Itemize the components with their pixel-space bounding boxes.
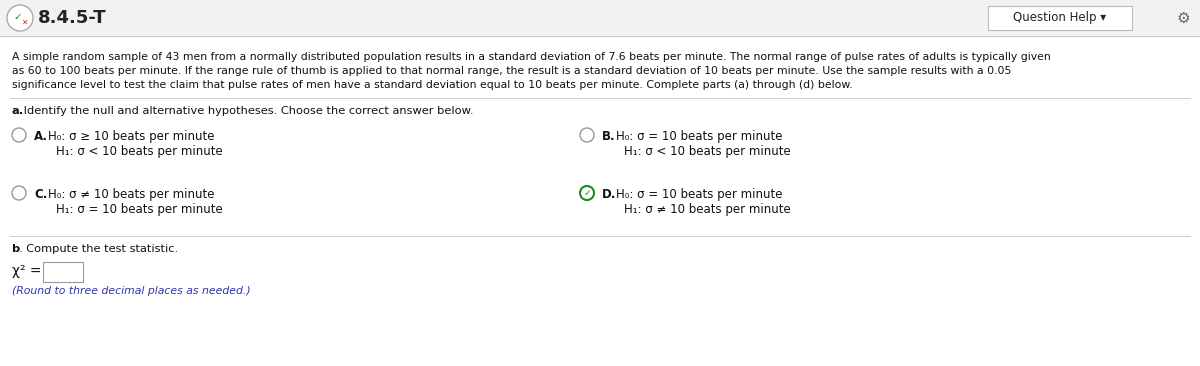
FancyBboxPatch shape [43,262,83,282]
Circle shape [7,5,34,31]
Text: ⚙: ⚙ [1176,11,1190,26]
Text: ✓: ✓ [13,12,23,22]
Text: H₀: σ = 10 beats per minute: H₀: σ = 10 beats per minute [616,130,782,143]
Text: ✕: ✕ [20,18,28,26]
Bar [0,0,1200,36]
Text: A simple random sample of 43 men from a normally distributed population results : A simple random sample of 43 men from a … [12,52,1051,62]
Text: 8.4.5-T: 8.4.5-T [38,9,107,27]
Text: a.: a. [12,106,24,116]
Text: Identify the null and alternative hypotheses. Choose the correct answer below.: Identify the null and alternative hypoth… [20,106,474,116]
Circle shape [12,186,26,200]
Circle shape [580,186,594,200]
Text: H₁: σ ≠ 10 beats per minute: H₁: σ ≠ 10 beats per minute [624,203,791,216]
Circle shape [580,186,594,200]
Text: Question Help ▾: Question Help ▾ [1014,11,1106,25]
Text: A.: A. [34,130,48,142]
Circle shape [12,128,26,142]
Circle shape [580,128,594,142]
Text: (Round to three decimal places as needed.): (Round to three decimal places as needed… [12,286,251,296]
Text: H₁: σ = 10 beats per minute: H₁: σ = 10 beats per minute [56,203,223,216]
Text: H₁: σ < 10 beats per minute: H₁: σ < 10 beats per minute [56,145,223,158]
Text: C.: C. [34,187,47,201]
Text: χ² =: χ² = [12,264,42,278]
Text: H₀: σ = 10 beats per minute: H₀: σ = 10 beats per minute [616,188,782,201]
Text: . Compute the test statistic.: . Compute the test statistic. [19,244,178,254]
Text: D.: D. [602,187,617,201]
Text: H₀: σ ≥ 10 beats per minute: H₀: σ ≥ 10 beats per minute [48,130,215,143]
Text: significance level to test the claim that pulse rates of men have a standard dev: significance level to test the claim tha… [12,80,853,90]
FancyBboxPatch shape [988,6,1132,30]
Text: b: b [12,244,20,254]
Text: as 60 to 100 beats per minute. If the range rule of thumb is applied to that nor: as 60 to 100 beats per minute. If the ra… [12,66,1012,76]
Text: ✓: ✓ [583,188,590,198]
Text: B.: B. [602,130,616,142]
Text: H₁: σ < 10 beats per minute: H₁: σ < 10 beats per minute [624,145,791,158]
Text: H₀: σ ≠ 10 beats per minute: H₀: σ ≠ 10 beats per minute [48,188,215,201]
